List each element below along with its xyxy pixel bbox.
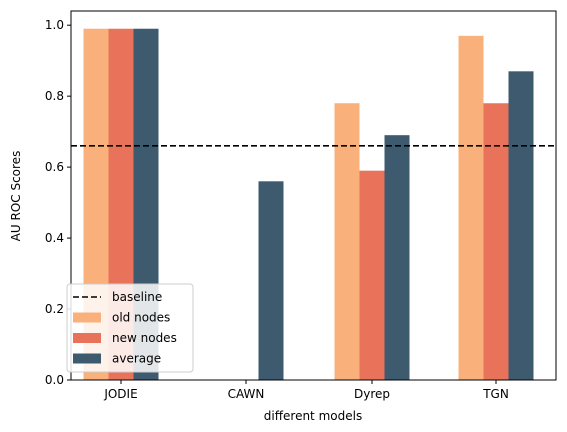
- y-tick-label: 0.6: [45, 160, 64, 174]
- x-tick-label: TGN: [482, 387, 509, 401]
- y-tick-label: 0.2: [45, 302, 64, 316]
- x-tick-label: JODIE: [103, 387, 137, 401]
- bar-new-nodes-tgn: [483, 103, 509, 380]
- bar-average-cawn: [258, 181, 284, 380]
- x-tick-label: Dyrep: [354, 387, 390, 401]
- legend-box: [66, 283, 194, 373]
- x-axis-label: different models: [264, 409, 362, 423]
- legend-label-baseline: baseline: [112, 290, 162, 304]
- bar-average-dyrep: [384, 135, 410, 380]
- bar-old-nodes-tgn: [458, 35, 484, 380]
- y-axis: 0.0 0.2 0.4 0.6 0.8 1.0: [45, 18, 71, 387]
- x-axis: JODIE CAWN Dyrep TGN: [103, 380, 509, 401]
- legend-label-old-nodes: old nodes: [112, 311, 170, 325]
- bar-new-nodes-dyrep: [359, 170, 385, 380]
- y-tick-label: 0.8: [45, 89, 64, 103]
- x-tick-label: CAWN: [228, 387, 265, 401]
- y-tick-label: 1.0: [45, 18, 64, 32]
- plot-frame: [70, 10, 557, 381]
- y-tick-label: 0.0: [45, 373, 64, 387]
- legend-label-new-nodes: new nodes: [112, 331, 177, 345]
- bar-average-tgn: [508, 71, 534, 380]
- legend-swatch-old-nodes: [73, 312, 101, 323]
- bar-old-nodes-dyrep: [334, 103, 360, 380]
- legend: baseline old nodes new nodes average: [66, 283, 194, 373]
- legend-label-average: average: [112, 352, 161, 366]
- bars-layer: [83, 28, 534, 380]
- y-tick-label: 0.4: [45, 231, 64, 245]
- legend-swatch-new-nodes: [73, 333, 101, 343]
- y-axis-label: AU ROC Scores: [9, 151, 23, 242]
- legend-swatch-average: [73, 353, 101, 364]
